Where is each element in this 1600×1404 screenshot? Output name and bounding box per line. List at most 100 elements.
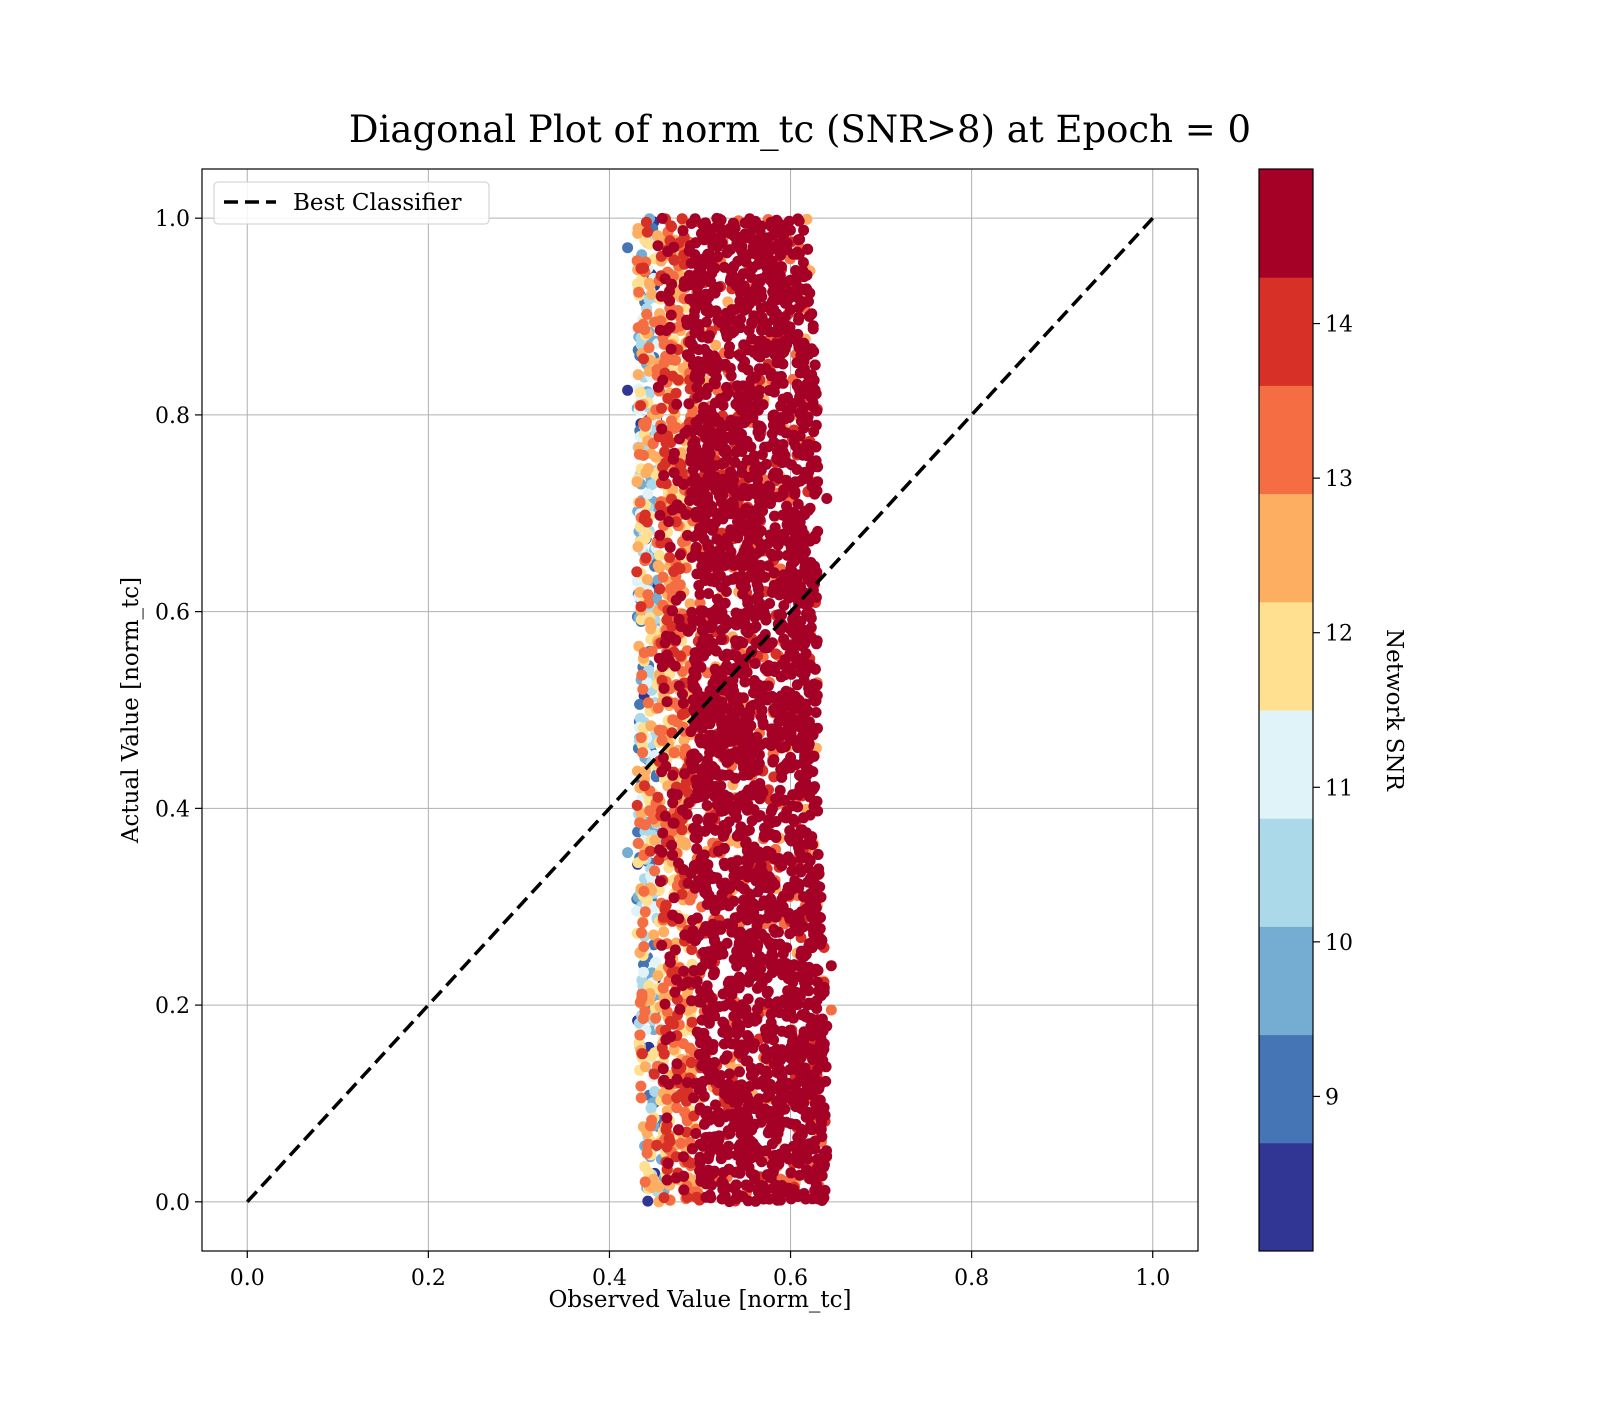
scatter-point (768, 754, 779, 765)
scatter-point (811, 567, 822, 578)
scatter-point (754, 1149, 765, 1160)
scatter-point (761, 459, 772, 470)
scatter-point (802, 244, 813, 255)
scatter-point (767, 1159, 778, 1170)
scatter-point (661, 631, 672, 642)
scatter-point (633, 287, 644, 298)
scatter-point (740, 255, 751, 266)
scatter-point (631, 566, 642, 577)
scatter-point (730, 708, 741, 719)
scatter-point (636, 670, 647, 681)
scatter-point (659, 683, 670, 694)
scatter-point (724, 976, 735, 987)
scatter-point (741, 788, 752, 799)
scatter-point (652, 970, 663, 981)
scatter-point (684, 246, 695, 257)
scatter-point (811, 695, 822, 706)
scatter-point (774, 1085, 785, 1096)
scatter-point (730, 912, 741, 923)
scatter-point (675, 1138, 686, 1149)
scatter-point (770, 522, 781, 533)
scatter-point (654, 844, 665, 855)
scatter-point (752, 812, 763, 823)
scatter-point (675, 563, 686, 574)
scatter-point (632, 476, 643, 487)
scatter-point (783, 1183, 794, 1194)
scatter-point (795, 517, 806, 528)
scatter-point (775, 1048, 786, 1059)
scatter-point (636, 927, 647, 938)
scatter-point (653, 560, 664, 571)
scatter-point (727, 416, 738, 427)
scatter-point (699, 1091, 710, 1102)
scatter-point (668, 1019, 679, 1030)
scatter-point (638, 1013, 649, 1024)
scatter-point (786, 856, 797, 867)
scatter-point (675, 549, 686, 560)
scatter-point (677, 213, 688, 224)
scatter-point (706, 956, 717, 967)
scatter-point (762, 269, 773, 280)
scatter-point (768, 304, 779, 315)
scatter-point (719, 738, 730, 749)
scatter-point (811, 592, 822, 603)
scatter-point (797, 265, 808, 276)
scatter-point (654, 550, 665, 561)
scatter-point (689, 681, 700, 692)
scatter-point (810, 360, 821, 371)
scatter-point (696, 997, 707, 1008)
scatter-point (783, 536, 794, 547)
scatter-point (793, 234, 804, 245)
scatter-point (622, 847, 633, 858)
scatter-point (637, 684, 648, 695)
scatter-point (727, 1000, 738, 1011)
scatter-point (796, 1124, 807, 1135)
scatter-point (798, 638, 809, 649)
scatter-point (768, 1183, 779, 1194)
scatter-point (637, 989, 648, 1000)
scatter-point (801, 439, 812, 450)
scatter-point (790, 441, 801, 452)
scatter-point (642, 1196, 653, 1207)
scatter-point (716, 634, 727, 645)
scatter-point (656, 940, 667, 951)
scatter-point (637, 917, 648, 928)
scatter-point (697, 1015, 708, 1026)
scatter-point (633, 541, 644, 552)
scatter-point (767, 587, 778, 598)
scatter-point (723, 1125, 734, 1136)
scatter-point (756, 1180, 767, 1191)
scatter-point (777, 1026, 788, 1037)
scatter-point (769, 511, 780, 522)
scatter-point (708, 1139, 719, 1150)
scatter-point (665, 542, 676, 553)
scatter-point (641, 217, 652, 228)
scatter-point (657, 725, 668, 736)
scatter-point (662, 696, 673, 707)
scatter-point (719, 843, 730, 854)
scatter-point (698, 1076, 709, 1087)
scatter-point (641, 309, 652, 320)
scatter-point (790, 476, 801, 487)
scatter-point (724, 341, 735, 352)
scatter-point (691, 774, 702, 785)
scatter-point (803, 411, 814, 422)
scatter-point (811, 420, 822, 431)
scatter-point (700, 302, 711, 313)
scatter-point (728, 1183, 739, 1194)
scatter-point (657, 828, 668, 839)
scatter-point (739, 956, 750, 967)
scatter-point (646, 1115, 657, 1126)
scatter-point (703, 1165, 714, 1176)
scatter-point (745, 441, 756, 452)
scatter-point (784, 825, 795, 836)
scatter-point (639, 886, 650, 897)
scatter-point (710, 460, 721, 471)
scatter-point (635, 400, 646, 411)
scatter-point (798, 812, 809, 823)
scatter-point (657, 661, 668, 672)
scatter-point (633, 838, 644, 849)
scatter-point (661, 1142, 672, 1153)
scatter-point (655, 315, 666, 326)
scatter-point (671, 595, 682, 606)
